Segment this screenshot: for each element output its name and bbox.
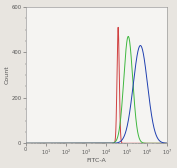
Y-axis label: Count: Count bbox=[5, 66, 10, 85]
X-axis label: FITC-A: FITC-A bbox=[86, 158, 106, 163]
